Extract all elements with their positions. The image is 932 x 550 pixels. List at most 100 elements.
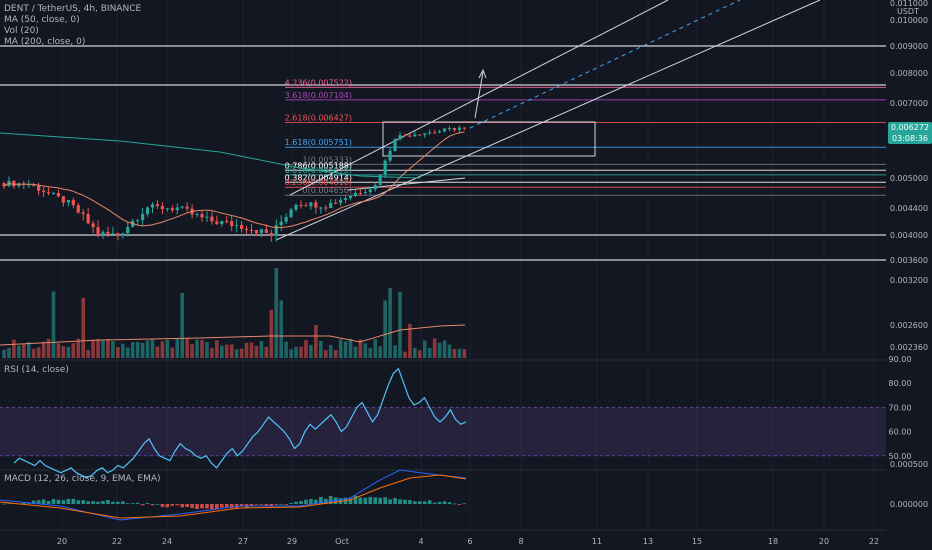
candle-body [61, 196, 65, 203]
macd-histogram-bar [383, 497, 387, 504]
volume-bar [190, 344, 194, 358]
volume-bar [205, 341, 209, 358]
volume-bar [289, 349, 293, 358]
macd-legend[interactable]: MACD (12, 26, close, 9, EMA, EMA) [4, 474, 161, 484]
volume-bar [432, 338, 437, 358]
time-axis-label: 11 [592, 537, 602, 546]
candle-body [230, 221, 234, 227]
price-axis-label: 0.005000 [890, 174, 928, 183]
time-axis[interactable]: 20 22 24 27 29 Oct 4 6 8 11 13 15 18 20 22 [57, 537, 879, 546]
vol-legend[interactable]: Vol (20) [4, 26, 39, 36]
rsi-axis-label: 50.00 [889, 452, 912, 461]
macd-histogram-bar [442, 501, 447, 504]
volume-bar [210, 347, 214, 358]
candle-body [165, 208, 169, 210]
volume-bar [106, 339, 110, 358]
panel-separators [0, 359, 932, 531]
fib-extension[interactable]: 4.236(0.007522) 3.618(0.007104) 2.618(0.00… [285, 78, 886, 196]
macd-histogram-bar [422, 501, 427, 504]
horizontal-levels[interactable] [0, 45, 886, 261]
macd-histogram-bar [190, 504, 194, 509]
volume-bar [427, 347, 432, 358]
candle-body [383, 160, 387, 175]
volume-bars [0, 268, 467, 358]
macd-histogram-bar [71, 498, 76, 504]
macd-histogram-bar [304, 499, 308, 504]
candle-body [433, 132, 437, 134]
candle-body [195, 213, 199, 215]
rsi-line [13, 367, 467, 479]
candlesticks [2, 125, 466, 242]
volume-bar [66, 346, 71, 358]
price-axis-label: 0.003600 [890, 256, 928, 265]
price-axis-label: 0.007000 [890, 99, 928, 108]
volume-bar [175, 338, 180, 358]
consolidation-box [382, 121, 596, 157]
ma200-legend[interactable]: MA (200, close, 0) [4, 37, 86, 47]
candle-body [398, 135, 402, 140]
volume-bar [185, 338, 189, 358]
price-axis-background [886, 0, 932, 550]
volume-bar [457, 348, 462, 358]
candle-body [324, 207, 328, 209]
volume-bar [437, 342, 442, 358]
volume-bar [160, 341, 165, 358]
volume-bar [452, 348, 457, 358]
volume-bar [101, 340, 105, 358]
symbol-title[interactable]: DENT / TetherUS, 4h, BINANCE [4, 4, 142, 14]
macd-line [0, 469, 467, 521]
macd-histogram-bar [368, 496, 373, 504]
macd-histogram-bar [180, 504, 184, 508]
candle-body [81, 212, 85, 214]
candle-body [210, 216, 214, 222]
volume-bar [215, 340, 219, 358]
candle-body [106, 231, 110, 234]
volume-bar [121, 343, 125, 358]
volume-bar [249, 342, 254, 358]
volume-bar [442, 340, 447, 358]
volume-bar [254, 345, 259, 358]
channel-lower-line [275, 0, 821, 241]
macd-histogram-bar [125, 503, 130, 504]
macd-histogram-bar [418, 501, 422, 504]
fib-level-label: 4.236(0.007522) [285, 78, 352, 87]
candle-body [76, 205, 80, 213]
candle-body [284, 216, 288, 222]
volume-bar [51, 291, 56, 358]
volume-bar [81, 297, 85, 358]
candle-body [141, 214, 145, 221]
macd-histogram-bar [170, 504, 175, 506]
fib-level-label: 0(0.004656) [302, 186, 352, 195]
time-axis-label: 29 [287, 537, 297, 546]
candle-body [423, 133, 427, 135]
candle-body [334, 202, 338, 204]
time-axis-label: 15 [692, 537, 702, 546]
macd-histogram-bar [309, 499, 313, 504]
volume-bar [224, 344, 229, 358]
ma50-legend[interactable]: MA (50, close, 0) [4, 15, 80, 25]
time-axis-label: 4 [418, 537, 423, 546]
rsi-axis-label: 70.00 [889, 403, 912, 412]
volume-bar [388, 288, 392, 358]
macd-histogram-bar [101, 500, 105, 504]
volume-bar [373, 339, 378, 358]
macd-histogram-bar [378, 497, 382, 504]
time-axis-label: 20 [57, 537, 67, 546]
volume-bar [116, 347, 120, 358]
ma50-line [3, 131, 465, 228]
trend-channel[interactable] [275, 0, 821, 241]
volume-bar [145, 340, 150, 358]
macd-histogram-bar [388, 499, 392, 504]
volume-bar [220, 345, 224, 358]
last-price-tag: 0.006272 03:08:36 [888, 122, 932, 144]
main-legend: DENT / TetherUS, 4h, BINANCE MA (50, clo… [4, 4, 141, 48]
candle-body [358, 192, 362, 194]
macd-histogram-bar [210, 504, 214, 510]
rsi-legend[interactable]: RSI (14, close) [4, 365, 69, 375]
candle-body [51, 193, 56, 195]
volume-bar [170, 347, 175, 358]
time-axis-label: 6 [467, 537, 472, 546]
candle-body [91, 223, 95, 228]
